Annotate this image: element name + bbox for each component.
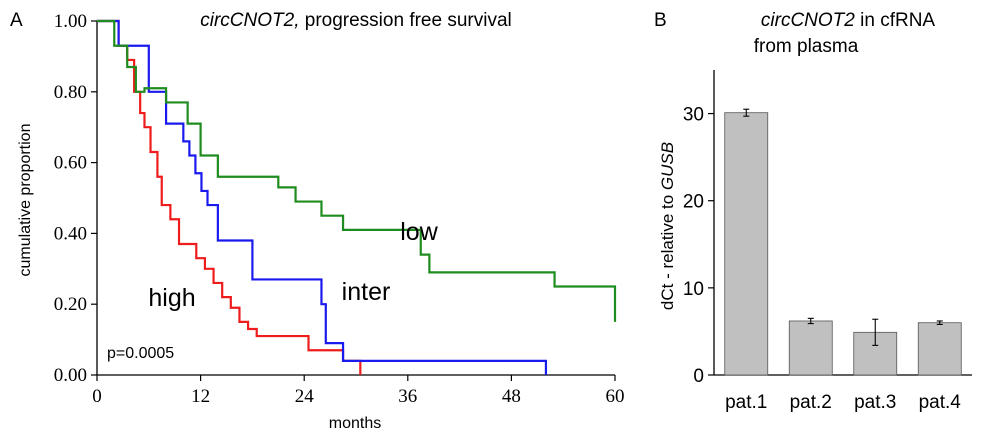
bar-x-tick-label: pat.2 bbox=[790, 392, 832, 413]
bar-x-tick-label: pat.1 bbox=[725, 392, 767, 413]
km-x-axis-label: months bbox=[329, 415, 381, 432]
bar-y-tick-label: 30 bbox=[683, 105, 704, 126]
km-series-low bbox=[97, 19, 617, 322]
km-x-tick-label: 48 bbox=[502, 386, 521, 407]
km-label-high: high bbox=[148, 284, 195, 312]
bar-ylabel-gene: GUSB bbox=[658, 142, 677, 190]
bar-chart-title-line2: from plasma bbox=[754, 36, 859, 57]
bar-chart-title-line1: circCNOT2 in cfRNA bbox=[761, 10, 936, 31]
bar-title-rest: in cfRNA bbox=[855, 10, 936, 31]
km-x-tick-label: 24 bbox=[295, 386, 315, 407]
bar-y-tick-label: 0 bbox=[693, 366, 704, 387]
km-y-tick-label: 1.00 bbox=[54, 11, 87, 32]
km-chart-title: circCNOT2, progression free survival bbox=[200, 10, 512, 31]
km-y-tick-label: 0.80 bbox=[54, 82, 87, 103]
km-x-tick-label: 0 bbox=[92, 386, 102, 407]
km-y-tick-label: 0.40 bbox=[54, 223, 87, 244]
km-p-value: p=0.0005 bbox=[107, 345, 174, 362]
bar-y-tick-label: 10 bbox=[683, 279, 704, 300]
km-y-axis-label: cumulative proportion bbox=[17, 124, 34, 277]
bar-x-tick-label: pat.4 bbox=[919, 392, 962, 413]
bar-y-tick-label: 20 bbox=[683, 192, 704, 213]
km-axes: 0 12 24 36 48 60 0.00 0.20 0.40 0.60 0.80 1.00 bbox=[54, 11, 625, 407]
bar-y-axis-label: dCt - relative to GUSB bbox=[658, 142, 677, 310]
bar-pat.2 bbox=[788, 320, 833, 376]
panel-b: B circCNOT2 in cfRNA from plasma dCt - r… bbox=[654, 10, 972, 413]
bar-pat.4 bbox=[917, 322, 962, 376]
bar-title-gene: circCNOT2 bbox=[761, 10, 855, 31]
km-label-low: low bbox=[400, 218, 438, 246]
km-label-inter: inter bbox=[342, 278, 391, 306]
km-y-tick-label: 0.20 bbox=[54, 294, 87, 315]
bar-marks-group: pat.1 pat.2 pat.3 pat.4 bbox=[724, 108, 962, 413]
km-x-tick-label: 36 bbox=[398, 386, 417, 407]
km-title-rest: progression free survival bbox=[299, 10, 511, 31]
bar-axes: 0 10 20 30 bbox=[683, 70, 972, 387]
panel-a-label: A bbox=[10, 10, 23, 31]
bar-x-tick-label: pat.3 bbox=[854, 392, 896, 413]
panel-b-label: B bbox=[654, 10, 667, 31]
km-y-tick-label: 0.00 bbox=[54, 365, 87, 386]
bar-ylabel-prefix: dCt - relative to bbox=[658, 190, 677, 310]
km-series-group bbox=[97, 19, 617, 375]
km-title-gene: circCNOT2, bbox=[200, 10, 299, 31]
km-x-tick-label: 60 bbox=[606, 386, 625, 407]
bar-pat.1 bbox=[724, 112, 769, 376]
km-y-tick-label: 0.60 bbox=[54, 153, 87, 174]
km-series-inter bbox=[97, 19, 548, 375]
km-x-tick-label: 12 bbox=[191, 386, 210, 407]
panel-a: A circCNOT2, progression free survival 0… bbox=[10, 10, 625, 432]
